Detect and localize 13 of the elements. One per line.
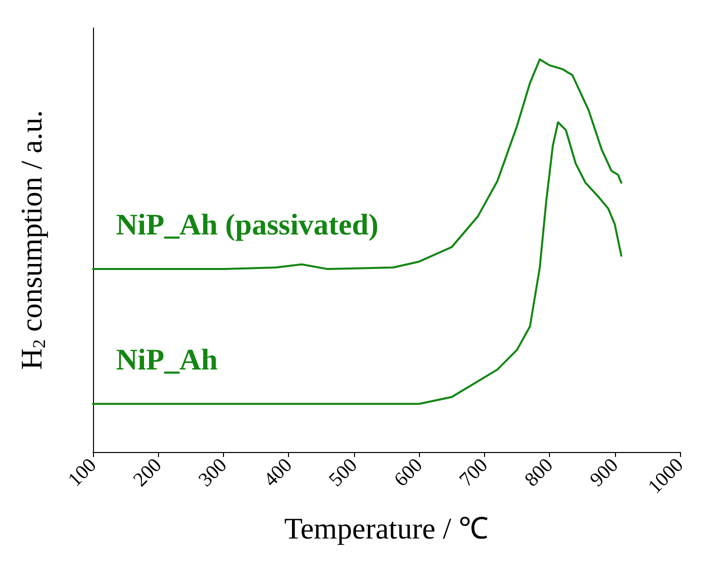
x-tick-label: 100 — [64, 454, 101, 491]
x-tick-label: 800 — [520, 454, 558, 491]
x-axis-title: Temperature / ℃ — [284, 512, 489, 546]
x-tick-label: 300 — [194, 454, 232, 491]
x-tick-label: 700 — [455, 454, 492, 491]
x-tick-label: 900 — [586, 454, 623, 491]
x-tick-label: 500 — [324, 454, 362, 491]
series-label: NiP_Ah (passivated) — [116, 208, 379, 242]
x-tick-label: 200 — [129, 454, 166, 491]
x-tick-label: 600 — [390, 454, 427, 491]
x-tick-label: 400 — [260, 454, 296, 491]
y-axis-title: H2 consumption / a.u. — [16, 110, 49, 370]
series-label: NiP_Ah — [116, 343, 218, 376]
